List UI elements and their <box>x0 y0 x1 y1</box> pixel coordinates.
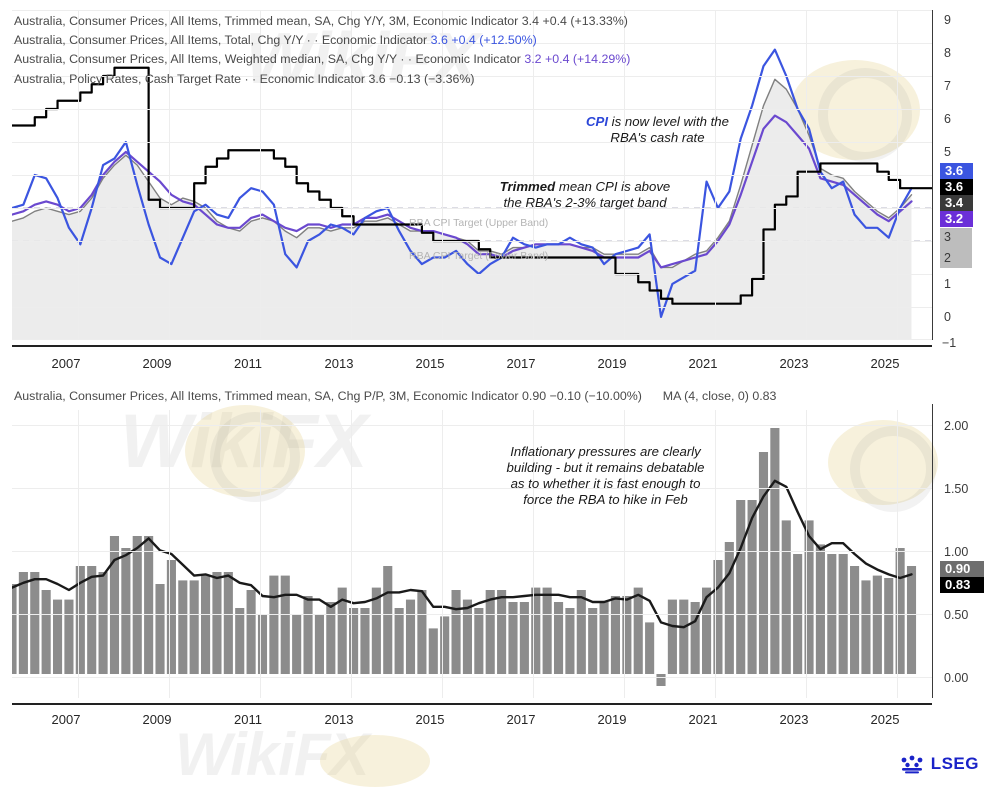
lower-legend-pct: (−10.00%) <box>584 389 642 403</box>
lower-xtick-2025: 2025 <box>870 712 900 727</box>
ytick-neg1: −1 <box>942 336 957 350</box>
upper-xtick-2015: 2015 <box>415 356 445 371</box>
lower-chart-svg <box>12 428 917 686</box>
legend-pct-cash-rate: (−3.36%) <box>423 71 475 86</box>
legend-change-cpi-total: +0.4 <box>451 33 476 48</box>
ytick-8: 8 <box>944 46 951 60</box>
legend-pct-trimmed-mean: (+13.33%) <box>570 14 628 28</box>
legend-change-cash-rate: −0.13 <box>389 71 421 86</box>
legend-label-weighted-median: Australia, Consumer Prices, All Items, W… <box>14 52 521 67</box>
ytick-6: 6 <box>944 112 951 126</box>
legend-row-cpi-total[interactable]: Australia, Consumer Prices, All Items, T… <box>14 31 630 50</box>
lower-xtick-2021: 2021 <box>688 712 718 727</box>
badge-trimmed-mean: 3.4 <box>940 195 973 211</box>
legend-label-cash-rate: Australia, Policy Rates, Cash Target Rat… <box>14 71 365 86</box>
lower-legend-value: 0.90 <box>521 389 547 403</box>
lseg-logo-icon <box>899 754 925 774</box>
lower-xtick-2019: 2019 <box>597 712 627 727</box>
lseg-brand: LSEG <box>899 754 979 774</box>
rba-upper-band-label: RBA CPI Target (Upper Band) <box>409 217 549 229</box>
ytick-5: 5 <box>944 145 951 159</box>
lower-panel: Australia, Consumer Prices, All Items, T… <box>0 378 993 748</box>
badge-weighted-median: 3.2 <box>940 211 973 227</box>
lower-xtick-2017: 2017 <box>506 712 536 727</box>
upper-legend: Australia, Consumer Prices, All Items, T… <box>14 12 630 89</box>
upper-panel: RBA CPI Target (Upper Band) RBA CPI Targ… <box>0 0 993 372</box>
legend-label-trimmed-mean: Australia, Consumer Prices, All Items, T… <box>14 14 519 28</box>
lower-ytick-200: 2.00 <box>944 419 969 433</box>
upper-xtick-2013: 2013 <box>324 356 354 371</box>
annotation-trimmed-highlight: Trimmed <box>499 179 556 194</box>
legend-row-trimmed-mean[interactable]: Australia, Consumer Prices, All Items, T… <box>14 12 630 31</box>
lower-xtick-2007: 2007 <box>51 712 81 727</box>
upper-xtick-2023: 2023 <box>779 356 809 371</box>
lower-xaxis-line <box>12 703 932 705</box>
ytick-9: 9 <box>944 13 951 27</box>
lseg-wordmark: LSEG <box>930 754 979 773</box>
annotation-trimmed-rest: mean CPI is above the RBA's 2-3% target … <box>503 179 671 210</box>
lower-ytick-050: 0.50 <box>944 608 969 622</box>
lower-ytick-150: 1.50 <box>944 482 969 496</box>
upper-xtick-2009: 2009 <box>142 356 172 371</box>
annotation-cpi-highlight: CPI <box>586 114 609 129</box>
annotation-inflationary-pressures: Inflationary pressures are clearly build… <box>506 444 705 507</box>
lower-xtick-2009: 2009 <box>142 712 172 727</box>
annotation-cpi-level: CPI is now level with the RBA's cash rat… <box>570 98 745 146</box>
upper-xtick-2025: 2025 <box>870 356 900 371</box>
lower-legend-ma-label: MA (4, close, 0) <box>662 389 749 403</box>
ytick-0: 0 <box>944 310 951 324</box>
lower-right-axis: 2.00 1.50 1.00 0.90 0.83 0.50 0.00 <box>932 378 993 718</box>
legend-change-weighted-median: +0.4 <box>545 52 570 67</box>
legend-value-cash-rate: 3.6 <box>368 71 386 86</box>
lower-xtick-2013: 2013 <box>324 712 354 727</box>
annotation-trimmed-above: Trimmed mean CPI is above the RBA's 2-3%… <box>480 163 690 211</box>
lower-legend[interactable]: Australia, Consumer Prices, All Items, T… <box>14 389 776 403</box>
lower-xtick-2015: 2015 <box>415 712 445 727</box>
lower-legend-ma-value: 0.83 <box>752 389 777 403</box>
badge-cpi-total: 3.6 <box>940 163 973 179</box>
target-band-strip <box>940 228 972 268</box>
legend-change-trimmed-mean: +0.4 <box>542 14 567 28</box>
lower-legend-label: Australia, Consumer Prices, All Items, T… <box>14 389 519 403</box>
upper-right-axis: 9 8 7 6 5 3.6 3.6 3.4 3.2 3 2 1 0 −1 <box>932 0 993 372</box>
upper-plot-area: RBA CPI Target (Upper Band) RBA CPI Targ… <box>12 10 932 340</box>
badge-chg-pp: 0.90 <box>940 561 984 577</box>
badge-ma: 0.83 <box>940 577 984 593</box>
upper-xtick-2011: 2011 <box>234 356 262 371</box>
legend-value-weighted-median: 3.2 <box>524 52 542 67</box>
upper-xtick-2007: 2007 <box>51 356 81 371</box>
annotation-cpi-rest: is now level with the RBA's cash rate <box>610 114 729 145</box>
lower-plot-area <box>12 410 932 698</box>
ytick-1: 1 <box>944 277 951 291</box>
legend-pct-weighted-median: (+14.29%) <box>572 52 631 67</box>
lower-ytick-000: 0.00 <box>944 671 969 685</box>
upper-xtick-2021: 2021 <box>688 356 718 371</box>
lower-xtick-2023: 2023 <box>779 712 809 727</box>
lower-xtick-2011: 2011 <box>234 712 262 727</box>
ytick-3-band: 3 <box>944 230 951 244</box>
legend-label-cpi-total: Australia, Consumer Prices, All Items, T… <box>14 33 428 48</box>
upper-xaxis-line <box>12 345 932 347</box>
ytick-7: 7 <box>944 79 951 93</box>
footer: LSEG <box>0 746 993 780</box>
legend-value-cpi-total: 3.6 <box>430 33 448 48</box>
legend-pct-cpi-total: (+12.50%) <box>479 33 537 48</box>
badge-cash-rate: 3.6 <box>940 179 973 195</box>
lower-ytick-100: 1.00 <box>944 545 969 559</box>
rba-lower-band-label: RBA CPI Target (Lower Band) <box>409 250 549 262</box>
legend-row-weighted-median[interactable]: Australia, Consumer Prices, All Items, W… <box>14 50 630 69</box>
legend-row-cash-rate[interactable]: Australia, Policy Rates, Cash Target Rat… <box>14 70 630 89</box>
ytick-2-band: 2 <box>944 251 951 265</box>
legend-value-trimmed-mean: 3.4 <box>521 14 539 28</box>
upper-xtick-2019: 2019 <box>597 356 627 371</box>
lower-legend-change: −0.10 <box>549 389 581 403</box>
upper-xtick-2017: 2017 <box>506 356 536 371</box>
